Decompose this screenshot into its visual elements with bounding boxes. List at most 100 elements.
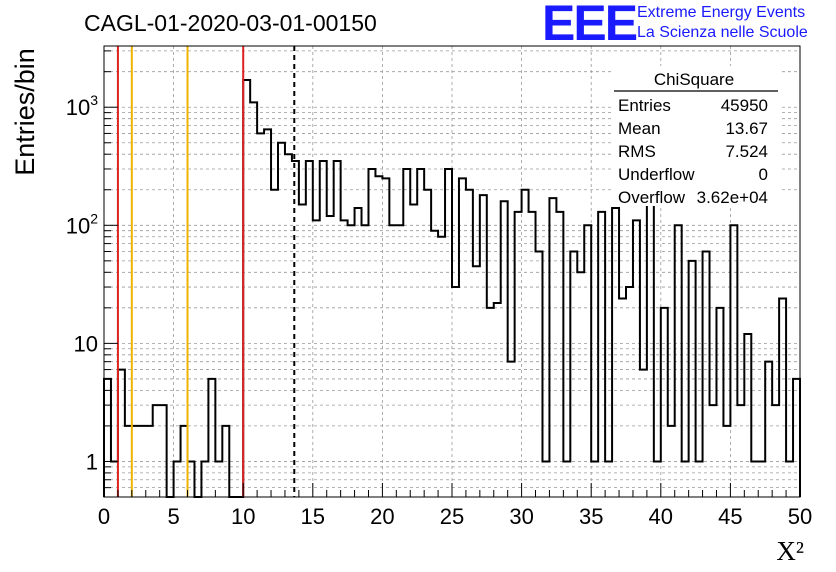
y-axis-label: Entries/bin bbox=[10, 48, 40, 176]
histogram-bin bbox=[633, 220, 640, 497]
histogram-bin bbox=[208, 379, 215, 497]
stats-value-entries: 45950 bbox=[721, 96, 768, 115]
stats-value-underflow: 0 bbox=[759, 165, 768, 184]
histogram-bin bbox=[494, 303, 501, 497]
histogram-bin bbox=[556, 212, 563, 497]
histogram-bin bbox=[396, 225, 403, 497]
histogram-bin bbox=[675, 225, 682, 497]
threshold-lines bbox=[116, 46, 296, 497]
histogram-bin bbox=[250, 102, 257, 497]
x-tick-label: 35 bbox=[579, 504, 603, 529]
histogram-bin bbox=[452, 287, 459, 497]
histogram-bin bbox=[111, 461, 118, 497]
x-tick-label: 45 bbox=[718, 504, 742, 529]
histogram-bin bbox=[710, 405, 717, 497]
histogram-bin bbox=[689, 261, 696, 497]
histogram-bin bbox=[431, 231, 438, 497]
histogram-bars bbox=[103, 79, 801, 498]
histogram-bin bbox=[160, 405, 167, 497]
histogram-bin bbox=[382, 178, 389, 497]
histogram-bin bbox=[647, 201, 654, 497]
stats-value-rms: 7.524 bbox=[725, 142, 768, 161]
x-axis-label: X² bbox=[776, 536, 804, 566]
histogram-bin bbox=[215, 461, 222, 497]
histogram-bin bbox=[201, 461, 208, 497]
histogram-bin bbox=[466, 190, 473, 497]
histogram-bin bbox=[584, 225, 591, 497]
x-tick-label: 20 bbox=[370, 504, 394, 529]
histogram-bin bbox=[285, 154, 292, 497]
histogram-bin bbox=[744, 334, 751, 497]
logo-line-2: La Scienza nelle Scuole bbox=[637, 24, 808, 41]
histogram-bin bbox=[459, 178, 466, 497]
histogram-bin bbox=[786, 461, 793, 497]
x-tick-label: 40 bbox=[649, 504, 673, 529]
histogram-bin bbox=[612, 208, 619, 497]
histogram-bin bbox=[341, 220, 348, 497]
y-tick-label: 103 bbox=[66, 92, 98, 120]
histogram-outline bbox=[103, 79, 801, 498]
x-tick-label: 0 bbox=[98, 504, 110, 529]
stats-value-mean: 13.67 bbox=[725, 119, 768, 138]
chart-title: CAGL-01-2020-03-01-00150 bbox=[84, 10, 377, 36]
histogram-bin bbox=[730, 225, 737, 497]
histogram-bin bbox=[271, 190, 278, 497]
histogram-bin bbox=[327, 216, 334, 497]
histogram-bin bbox=[334, 161, 341, 497]
histogram-bin bbox=[299, 205, 306, 497]
histogram-bin bbox=[501, 201, 508, 497]
histogram-bin bbox=[716, 308, 723, 497]
x-tick-label: 50 bbox=[788, 504, 812, 529]
histogram-bin bbox=[696, 461, 703, 497]
x-tick-label: 25 bbox=[440, 504, 464, 529]
histogram-bin bbox=[132, 426, 139, 497]
histogram-bin bbox=[292, 161, 299, 497]
histogram-bin bbox=[222, 426, 229, 497]
histogram-bin bbox=[682, 461, 689, 497]
histogram-bin bbox=[153, 405, 160, 497]
histogram-bin bbox=[417, 169, 424, 497]
histogram-bin bbox=[549, 198, 556, 497]
histogram-bin bbox=[522, 190, 529, 497]
histogram-bin bbox=[598, 212, 605, 497]
x-tick-label: 5 bbox=[167, 504, 179, 529]
histogram-bin bbox=[410, 205, 417, 497]
stats-box: ChiSquare Entries 45950 Mean 13.67 RMS 7… bbox=[612, 66, 780, 207]
stats-label-rms: RMS bbox=[618, 142, 656, 161]
histogram-bin bbox=[362, 225, 369, 497]
axis-ticks bbox=[103, 50, 801, 498]
stats-label-underflow: Underflow bbox=[618, 165, 695, 184]
histogram-bin bbox=[723, 426, 730, 497]
histogram-bin bbox=[257, 133, 264, 497]
histogram-bin bbox=[605, 461, 612, 497]
histogram-bin bbox=[188, 461, 195, 497]
y-tick-label: 10 bbox=[74, 331, 98, 356]
histogram-bin bbox=[508, 362, 515, 497]
stats-label-overflow: Overflow bbox=[618, 188, 686, 207]
x-tick-label: 30 bbox=[509, 504, 533, 529]
histogram-bin bbox=[529, 212, 536, 497]
histogram-bin bbox=[313, 220, 320, 497]
y-tick-label: 1 bbox=[86, 449, 98, 474]
histogram-bin bbox=[619, 298, 626, 497]
histogram-bin bbox=[626, 287, 633, 497]
histogram-bin bbox=[320, 161, 327, 497]
histogram-bin bbox=[703, 251, 710, 497]
histogram-bin bbox=[668, 426, 675, 497]
histogram-bin bbox=[779, 298, 786, 497]
histogram-bin bbox=[591, 461, 598, 497]
stats-box-bg bbox=[612, 66, 780, 206]
histogram-bin bbox=[368, 169, 375, 497]
histogram-bin bbox=[563, 461, 570, 497]
histogram-bin bbox=[389, 225, 396, 497]
histogram-bin bbox=[445, 169, 452, 497]
histogram-bin bbox=[139, 426, 146, 497]
histogram-bin bbox=[536, 251, 543, 497]
histogram-bin bbox=[348, 225, 355, 497]
histogram-bin bbox=[793, 379, 800, 497]
histogram-bin bbox=[640, 370, 647, 497]
histogram-bin bbox=[243, 80, 250, 497]
histogram-bin bbox=[661, 308, 668, 497]
histogram-bin bbox=[438, 237, 445, 497]
